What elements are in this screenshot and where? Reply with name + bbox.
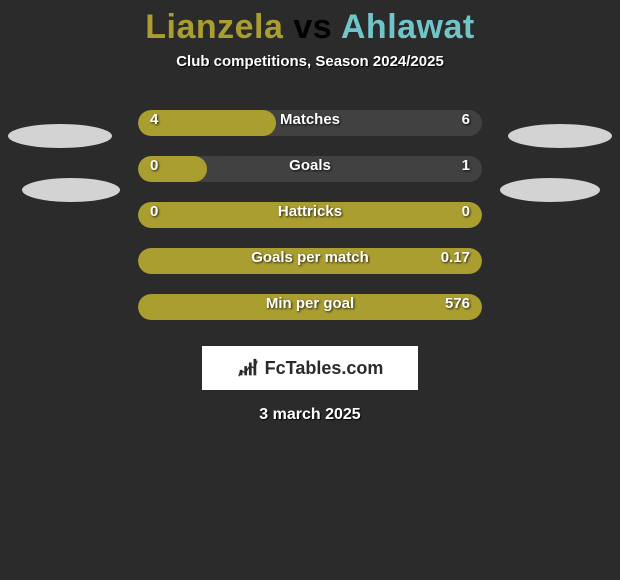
stat-row: Hattricks00	[0, 202, 620, 248]
stat-bar-left-fill	[138, 294, 482, 320]
stats-rows: Matches46 Goals01 Hattricks00 Goals per mat…	[0, 110, 620, 340]
player-left-name: Lianzela	[145, 8, 283, 46]
stat-bar-track: Goals per match0.17	[138, 248, 482, 274]
brand-bold: Tables	[286, 358, 342, 378]
stat-bar-track: Matches46	[138, 110, 482, 136]
stat-bar-right-fill	[276, 110, 482, 136]
stat-bar-left-fill	[138, 156, 207, 182]
stat-row: Goals per match0.17	[0, 248, 620, 294]
stat-bar-left-fill	[138, 110, 276, 136]
brand-box: FcTables.com	[202, 346, 418, 390]
bar-chart-icon	[237, 357, 259, 379]
brand-prefix: Fc	[265, 358, 286, 378]
stat-row: Min per goal576	[0, 294, 620, 340]
stat-bar-track: Hattricks00	[138, 202, 482, 228]
stat-bar-track: Goals01	[138, 156, 482, 182]
vs-separator: vs	[283, 8, 340, 46]
stat-row: Matches46	[0, 110, 620, 156]
stat-bar-right-fill	[207, 156, 482, 182]
comparison-title: Lianzela vs Ahlawat	[0, 0, 620, 47]
stat-row: Goals01	[0, 156, 620, 202]
stat-bar-left-fill	[138, 248, 482, 274]
player-right-name: Ahlawat	[341, 8, 475, 46]
brand-suffix: .com	[341, 358, 383, 378]
stat-bar-track: Min per goal576	[138, 294, 482, 320]
brand-text: FcTables.com	[265, 358, 384, 379]
stat-bar-left-fill	[138, 202, 482, 228]
snapshot-date: 3 march 2025	[0, 406, 620, 424]
competition-subtitle: Club competitions, Season 2024/2025	[0, 53, 620, 70]
